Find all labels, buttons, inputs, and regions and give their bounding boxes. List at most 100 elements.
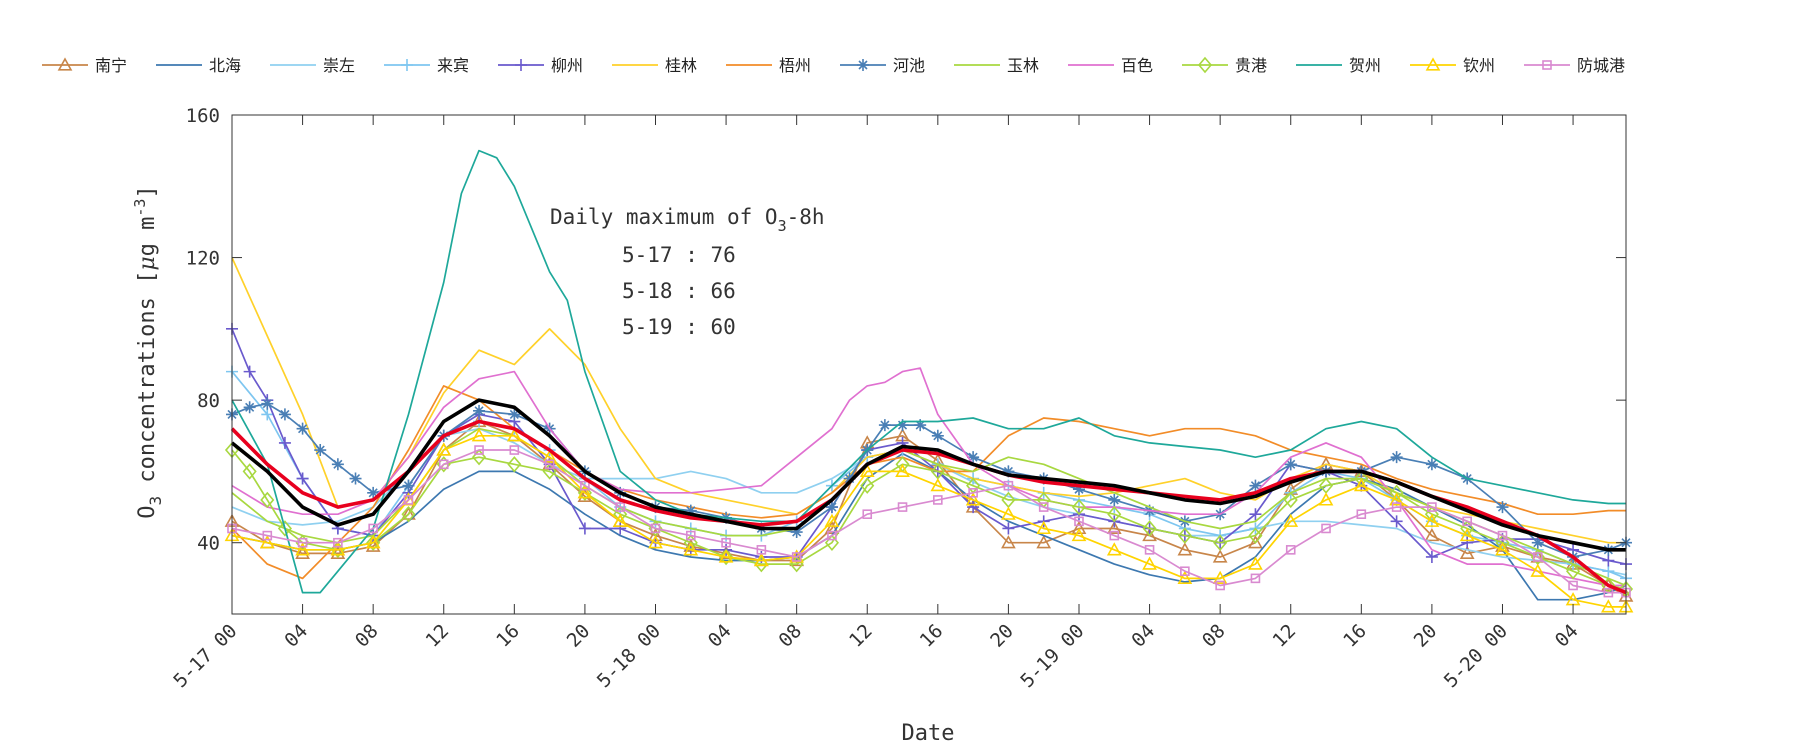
data-point [260,491,275,509]
data-point [1072,483,1085,496]
legend-label: 贺州 [1349,56,1381,75]
data-point [1250,573,1261,584]
series-line [231,449,1626,594]
data-point [878,419,891,432]
x-tick-label: 20 [986,620,1018,652]
data-point [295,542,310,556]
data-point [1497,530,1508,541]
data-point [1001,506,1016,520]
y-tick-label: 160 [186,105,220,127]
data-point [1459,527,1475,542]
data-point [1356,509,1367,520]
data-point [1002,522,1015,535]
series-line [231,149,1626,594]
series-15 [230,398,1626,552]
daily-max-annotation: Daily maximum of O3-8h 5-17 : 76 5-18 : … [550,205,825,339]
x-tick-label: 12 [845,620,877,652]
legend-label: 百色 [1121,56,1153,75]
data-point [580,480,590,491]
y-tick-label: 40 [197,533,220,555]
data-point [1177,542,1193,556]
data-point [1142,556,1157,570]
data-point [278,436,291,449]
data-point [933,495,943,505]
data-point [648,535,663,549]
data-point [1215,580,1225,591]
data-point [473,404,486,417]
data-point [968,488,978,498]
legend-marker [1425,57,1441,71]
data-point [1249,479,1262,492]
series-11 [231,149,1626,594]
data-point [1462,516,1472,527]
x-tick-label: 20 [1410,620,1442,652]
series-13 [227,445,1631,598]
legend-item: 桂林 [612,56,697,75]
data-point [262,530,273,541]
legend-label: 钦州 [1463,56,1495,75]
data-point [1425,458,1438,471]
data-point [685,530,696,541]
data-point [1568,580,1578,591]
legend-marker [57,57,73,71]
data-point [402,479,415,492]
data-point [614,522,627,535]
data-point [1459,545,1475,560]
data-point [967,501,980,514]
data-point [1212,549,1228,563]
data-point [827,530,837,541]
data-point [1283,513,1299,527]
legend-item: 崇左 [270,56,355,75]
data-point [1496,501,1509,514]
data-point [577,485,593,499]
series-10 [224,441,1634,598]
data-point [471,428,487,442]
x-tick-label: 08 [1198,620,1230,652]
legend-marker [1542,60,1552,70]
x-tick-label: 5-20 00 [1440,620,1512,692]
data-point [1566,562,1581,580]
data-point [859,463,875,478]
data-point [368,523,378,534]
data-point [914,419,927,432]
annotation-title: Daily maximum of O3-8h [550,205,825,235]
x-tick-label: 16 [916,620,948,652]
series-line [231,367,1626,587]
data-point [1108,493,1121,506]
data-point [862,509,873,520]
data-point [1177,527,1192,544]
data-point [544,459,555,470]
data-point [1038,502,1049,512]
data-point [1249,508,1262,521]
x-tick-label: 12 [422,620,454,652]
data-point [615,502,626,512]
data-point [261,397,274,410]
x-tick-label: 16 [492,620,524,652]
data-point [367,486,380,499]
data-point [1071,520,1087,535]
data-point [1427,502,1437,512]
series-line [231,452,1627,601]
legend-label: 防城港 [1577,56,1625,75]
legend-item: 柳州 [498,56,583,75]
data-point [1530,563,1546,577]
data-point [1284,458,1297,471]
legend-item: 北海 [156,56,241,75]
data-point [897,502,908,512]
legend-item: 贵港 [1182,56,1267,75]
x-tick-label: 04 [1551,620,1583,652]
data-point [650,523,661,534]
legend-label: 梧州 [779,56,811,75]
legend-item: 贺州 [1296,56,1381,75]
data-point [242,463,257,480]
legend-label: 玉林 [1007,56,1039,75]
data-point [1003,480,1014,491]
data-point [1424,527,1440,542]
data-point [1531,536,1544,549]
data-point [508,408,521,421]
data-point [931,429,944,442]
data-point [1532,552,1543,562]
data-point [297,537,308,548]
data-point [895,463,910,478]
data-point [721,537,731,548]
